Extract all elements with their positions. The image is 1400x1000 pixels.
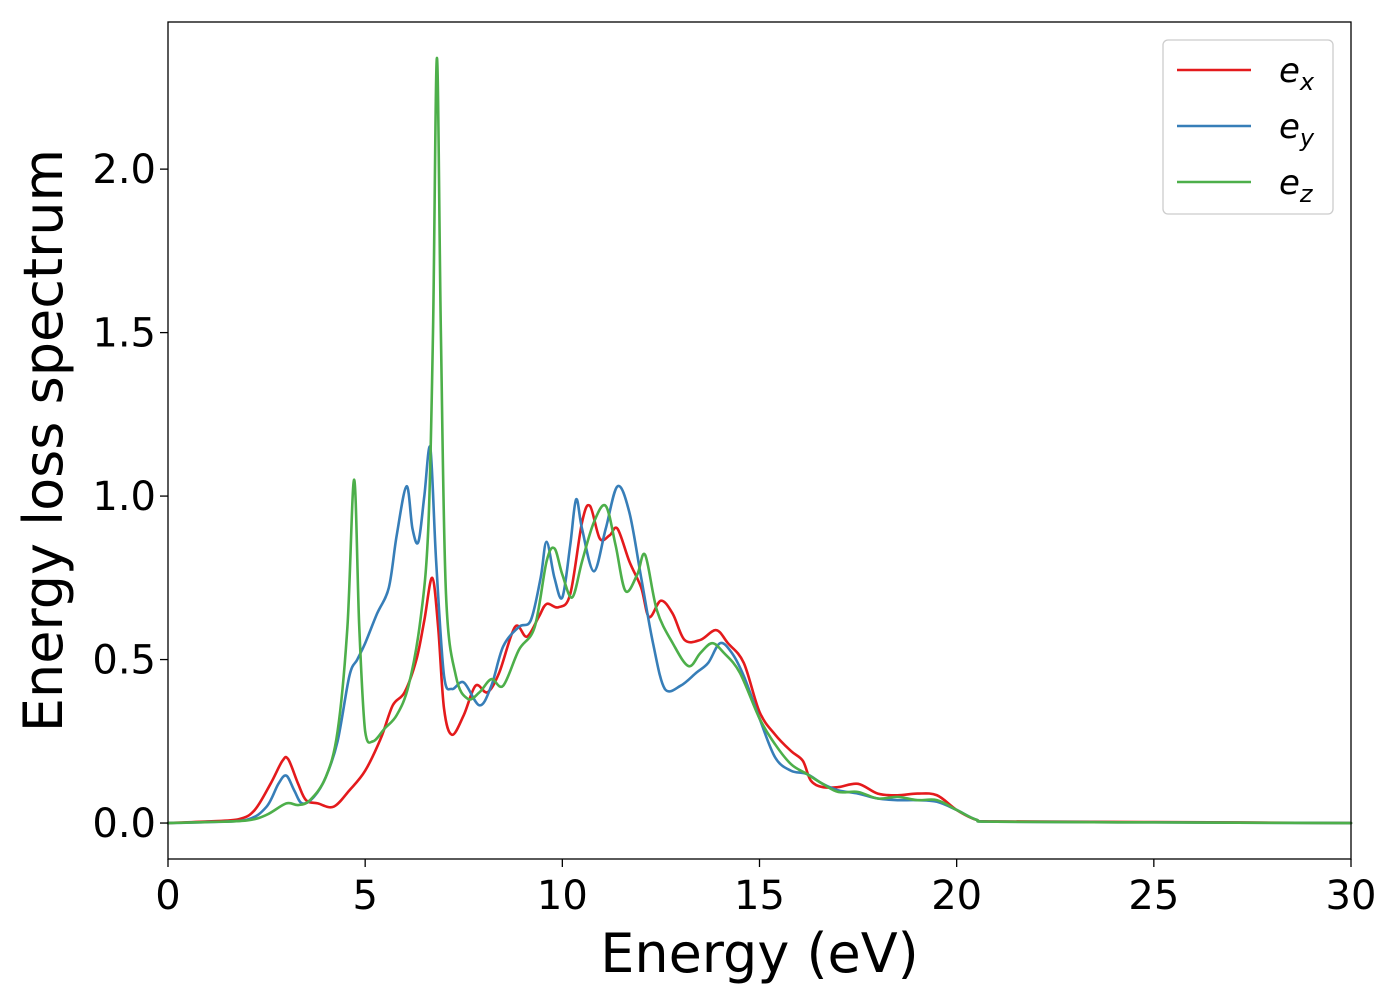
y-axis-ticks: 0.0 0.5 1.0 1.5 2.0 [92,147,168,847]
legend-label-z: ez [1279,163,1314,208]
y-tick-label: 2.0 [92,147,156,193]
y-tick-label: 0.0 [92,801,156,847]
legend-label-x: ex [1279,51,1315,96]
x-tick-label: 0 [155,873,180,919]
series-line-z [166,56,1353,825]
x-axis-ticks: 0 5 10 15 20 25 30 [155,859,1376,919]
y-axis-title: Energy loss spectrum [12,149,75,732]
legend-label-y: ey [1279,107,1315,152]
series-line-y [166,445,1353,825]
legend: ex ey ez [1162,39,1334,215]
series-layer [166,56,1353,825]
x-tick-label: 5 [352,873,377,919]
x-tick-label: 15 [734,873,785,919]
x-tick-label: 10 [537,873,588,919]
x-tick-label: 25 [1128,873,1179,919]
x-tick-label: 30 [1326,873,1377,919]
x-axis-title: Energy (eV) [600,922,919,985]
y-tick-label: 1.0 [92,474,156,520]
x-tick-label: 20 [931,873,982,919]
y-tick-label: 1.5 [92,311,156,357]
y-tick-label: 0.5 [92,638,156,684]
